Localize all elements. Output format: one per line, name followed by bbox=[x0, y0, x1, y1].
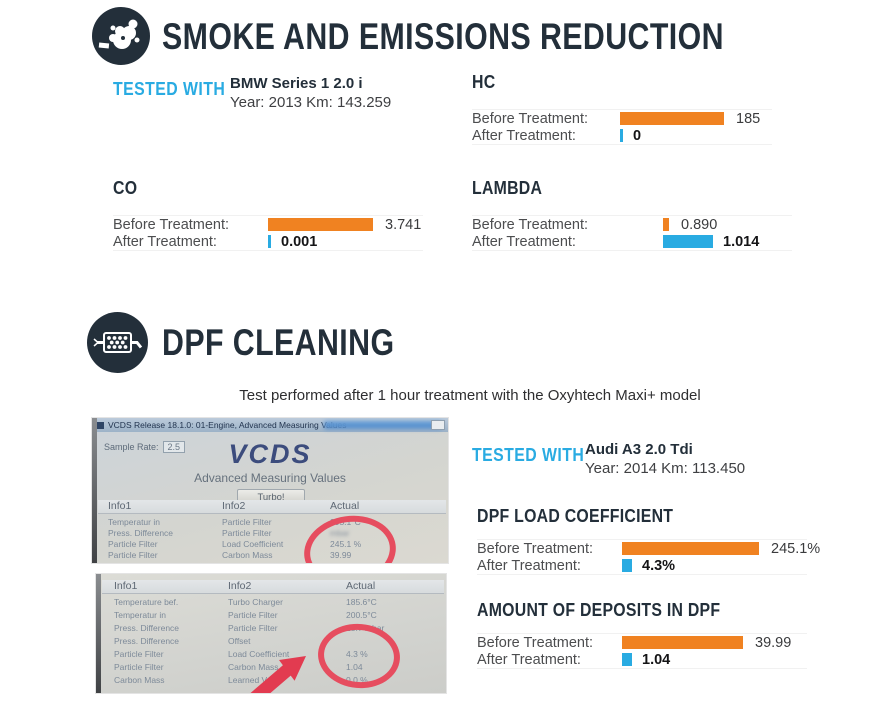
after-bar bbox=[622, 653, 632, 666]
redacted-text-blur bbox=[324, 421, 442, 429]
vcds-before-photo: VCDS Release 18.1.0: 01-Engine, Advanced… bbox=[92, 418, 448, 563]
col-actual: Actual bbox=[346, 580, 376, 592]
lambda-chart: LAMBDA Before Treatment: 0.890 After Tre… bbox=[472, 178, 792, 251]
before-label: Before Treatment: bbox=[477, 634, 594, 651]
before-label: Before Treatment: bbox=[477, 540, 594, 557]
col-info2: Info2 bbox=[222, 500, 246, 512]
smoke-section-title: SMOKE AND EMISSIONS REDUCTION bbox=[162, 16, 847, 58]
dpf-filter-icon bbox=[87, 312, 148, 373]
hc-chart: HC Before Treatment: 185 After Treatment… bbox=[472, 72, 772, 145]
red-arrow-annotation bbox=[236, 654, 314, 693]
chart-title: DPF LOAD COEFFICIENT bbox=[477, 506, 674, 526]
chart-title: LAMBDA bbox=[472, 178, 543, 198]
after-bar bbox=[663, 235, 713, 248]
before-treatment-row: Before Treatment: 0.890 bbox=[472, 215, 792, 233]
window-buttons bbox=[431, 420, 445, 430]
chart-title: HC bbox=[472, 72, 496, 92]
after-value: 1.04 bbox=[642, 651, 671, 668]
before-treatment-row: Before Treatment: 3.741 bbox=[113, 215, 423, 233]
photo-edge bbox=[92, 418, 97, 563]
after-value: 4.3% bbox=[642, 557, 676, 574]
after-bar bbox=[622, 559, 632, 572]
before-treatment-row: Before Treatment: 185 bbox=[472, 109, 772, 127]
before-label: Before Treatment: bbox=[472, 216, 589, 233]
after-value: 0.001 bbox=[281, 233, 318, 250]
vcds-after-photo-content: Info1 Info2 Actual Temperature bef. Turbo… bbox=[96, 574, 446, 693]
before-bar bbox=[620, 112, 724, 125]
before-label: Before Treatment: bbox=[113, 216, 230, 233]
tested-with-label-dpf: TESTED WITH bbox=[472, 445, 585, 465]
after-label: After Treatment: bbox=[477, 557, 581, 574]
after-treatment-row: After Treatment: 0 bbox=[472, 127, 772, 145]
vehicle-name: BMW Series 1 2.0 i bbox=[230, 75, 363, 92]
after-value: 1.014 bbox=[723, 233, 760, 250]
after-bar bbox=[620, 129, 623, 142]
vcds-after-photo: Info1 Info2 Actual Temperature bef. Turbo… bbox=[96, 574, 446, 693]
before-bar bbox=[663, 218, 669, 231]
before-value: 245.1% bbox=[771, 540, 821, 557]
before-value: 0.890 bbox=[681, 216, 718, 233]
vehicle-info-smoke: BMW Series 1 2.0 i Year: 2013 Km: 143.25… bbox=[230, 75, 391, 111]
before-treatment-row: Before Treatment: 39.99 bbox=[477, 633, 807, 651]
vehicle-details: Year: 2014 Km: 113.450 bbox=[585, 460, 746, 477]
before-value: 3.741 bbox=[385, 216, 422, 233]
window-title: VCDS Release 18.1.0: 01-Engine, Advanced… bbox=[108, 420, 347, 430]
chart-title: CO bbox=[113, 178, 138, 198]
after-label: After Treatment: bbox=[472, 233, 576, 250]
dpf-load-coefficient-chart: DPF LOAD COEFFICIENT Before Treatment: 2… bbox=[477, 506, 820, 575]
deposits-in-dpf-chart: AMOUNT OF DEPOSITS IN DPF Before Treatme… bbox=[477, 600, 807, 669]
dpf-subtitle: Test performed after 1 hour treatment wi… bbox=[239, 387, 701, 404]
col-info1: Info1 bbox=[108, 500, 132, 512]
after-treatment-row: After Treatment: 4.3% bbox=[477, 557, 807, 575]
col-info2: Info2 bbox=[228, 580, 252, 592]
vcds-before-photo-content: VCDS Release 18.1.0: 01-Engine, Advanced… bbox=[92, 418, 448, 563]
after-treatment-row: After Treatment: 1.04 bbox=[477, 651, 807, 669]
col-actual: Actual bbox=[330, 500, 360, 512]
vehicle-name: Audi A3 2.0 Tdi bbox=[585, 441, 693, 458]
before-value: 39.99 bbox=[755, 634, 792, 651]
sample-rate: Sample Rate: 2.5 bbox=[104, 441, 186, 453]
sample-rate-value: 2.5 bbox=[162, 441, 186, 453]
before-value: 185 bbox=[736, 110, 761, 127]
smoke-exhaust-icon bbox=[92, 7, 150, 65]
after-label: After Treatment: bbox=[472, 127, 576, 144]
section-title-text: SMOKE AND EMISSIONS REDUCTION bbox=[162, 16, 724, 57]
after-label: After Treatment: bbox=[477, 651, 581, 668]
after-bar bbox=[268, 235, 271, 248]
before-treatment-row: Before Treatment: 245.1% bbox=[477, 539, 820, 557]
section-title-text: DPF CLEANING bbox=[162, 322, 395, 363]
vcds-logo-subtitle: Advanced Measuring Values bbox=[194, 471, 346, 485]
before-bar bbox=[622, 542, 759, 555]
dpf-section-title: DPF CLEANING bbox=[162, 322, 446, 364]
col-info1: Info1 bbox=[114, 580, 138, 592]
table-header: Info1 Info2 Actual bbox=[98, 500, 446, 514]
tested-with-label-smoke: TESTED WITH bbox=[113, 79, 226, 99]
vcds-window-titlebar: VCDS Release 18.1.0: 01-Engine, Advanced… bbox=[92, 418, 448, 432]
table-header: Info1 Info2 Actual bbox=[102, 580, 444, 594]
after-value: 0 bbox=[633, 127, 642, 144]
sample-rate-label: Sample Rate: bbox=[104, 442, 159, 452]
after-label: After Treatment: bbox=[113, 233, 217, 250]
chart-title: AMOUNT OF DEPOSITS IN DPF bbox=[477, 600, 721, 620]
after-treatment-row: After Treatment: 0.001 bbox=[113, 233, 423, 251]
vcds-logo: VCDS bbox=[228, 439, 312, 469]
vehicle-info-dpf: Audi A3 2.0 Tdi Year: 2014 Km: 113.450 bbox=[585, 441, 745, 477]
co-chart: CO Before Treatment: 3.741 After Treatme… bbox=[113, 178, 423, 251]
before-bar bbox=[622, 636, 743, 649]
before-bar bbox=[268, 218, 373, 231]
window-icon bbox=[97, 422, 104, 429]
after-treatment-row: After Treatment: 1.014 bbox=[472, 233, 792, 251]
before-label: Before Treatment: bbox=[472, 110, 589, 127]
photo-edge bbox=[96, 574, 101, 693]
vehicle-details: Year: 2013 Km: 143.259 bbox=[230, 94, 392, 111]
